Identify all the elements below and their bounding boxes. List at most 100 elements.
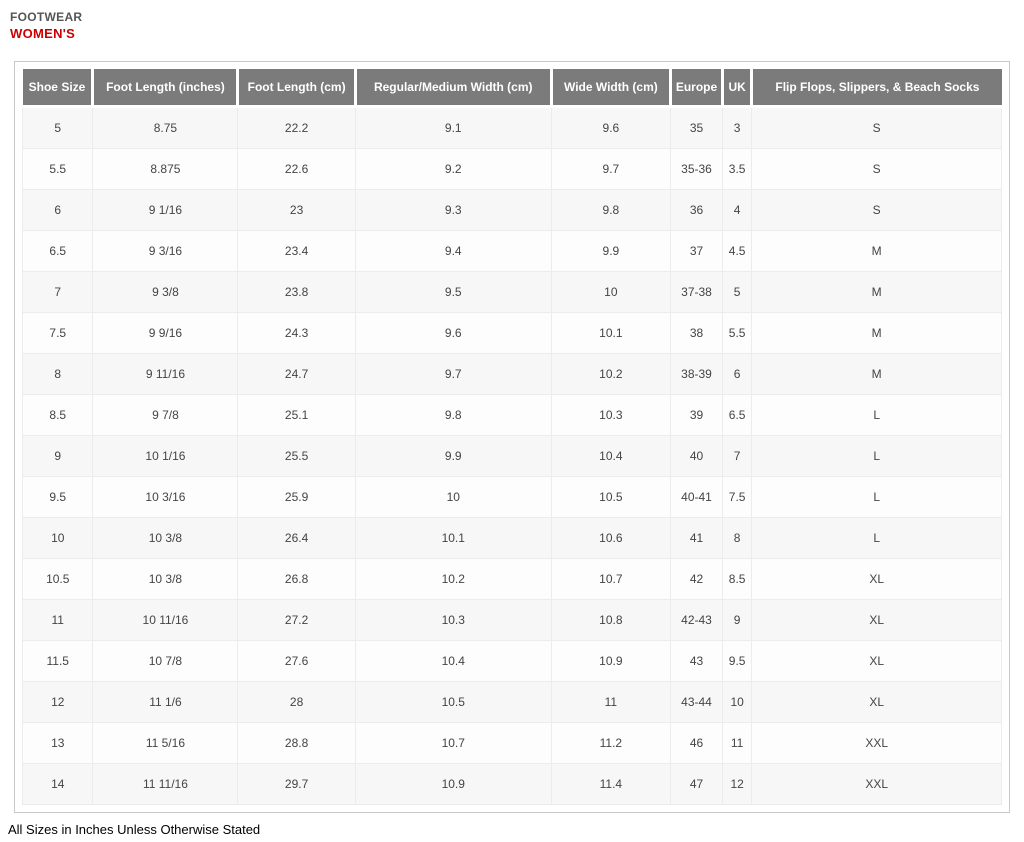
table-cell: 6.5 <box>21 230 94 272</box>
breadcrumb: FOOTWEAR WOMEN'S <box>8 10 1016 41</box>
table-cell: 8 <box>21 353 94 395</box>
table-cell: 8 <box>721 517 753 559</box>
table-row: 10.5 10 3/8 26.8 10.2 10.7 42 8.5 XL <box>21 558 1002 600</box>
table-cell: 40 <box>670 435 723 477</box>
table-row: 9 10 1/16 25.5 9.9 10.4 40 7 L <box>21 435 1002 477</box>
table-cell: 10 3/16 <box>92 476 239 518</box>
table-cell: 5 <box>721 271 753 313</box>
table-cell: 4 <box>721 189 753 231</box>
table-cell: 39 <box>670 394 723 436</box>
table-row: 7.5 9 9/16 24.3 9.6 10.1 38 5.5 M <box>21 312 1002 354</box>
table-cell: 10.8 <box>550 599 672 641</box>
table-cell: 11 1/6 <box>92 681 239 723</box>
table-cell: 40-41 <box>670 476 723 518</box>
table-cell: 9.6 <box>550 106 672 149</box>
table-cell: 23.8 <box>237 271 356 313</box>
table-cell: 42 <box>670 558 723 600</box>
table-cell: L <box>751 394 1002 436</box>
column-header: Foot Length (inches) <box>91 69 238 108</box>
womens-footwear-size-table: Shoe Size Foot Length (inches) Foot Length… <box>21 69 1002 805</box>
table-cell: 28.8 <box>237 722 356 764</box>
table-cell: 10.7 <box>550 558 672 600</box>
table-cell: 3.5 <box>721 148 753 190</box>
table-cell: 10 3/8 <box>92 558 239 600</box>
table-cell: 7 <box>721 435 753 477</box>
table-cell: 24.7 <box>237 353 356 395</box>
table-cell: 10.5 <box>550 476 672 518</box>
size-chart-panel: Shoe Size Foot Length (inches) Foot Length… <box>14 61 1010 813</box>
table-cell: 5.5 <box>721 312 753 354</box>
table-cell: M <box>751 230 1002 272</box>
table-cell: 25.9 <box>237 476 356 518</box>
table-cell: 10 <box>550 271 672 313</box>
table-cell: 4.5 <box>721 230 753 272</box>
table-cell: L <box>751 517 1002 559</box>
table-cell: 9.7 <box>550 148 672 190</box>
table-cell: 47 <box>670 763 723 805</box>
table-cell: 11 <box>21 599 94 641</box>
table-cell: L <box>751 476 1002 518</box>
table-cell: 23 <box>237 189 356 231</box>
table-cell: M <box>751 271 1002 313</box>
table-cell: 26.8 <box>237 558 356 600</box>
table-cell: 7.5 <box>21 312 94 354</box>
table-cell: 9.9 <box>550 230 672 272</box>
table-cell: 8.5 <box>721 558 753 600</box>
table-cell: 9.6 <box>354 312 552 354</box>
table-cell: 8.5 <box>21 394 94 436</box>
table-cell: 42-43 <box>670 599 723 641</box>
table-cell: 10.2 <box>550 353 672 395</box>
column-header: Europe <box>669 69 723 108</box>
table-cell: 10.4 <box>354 640 552 682</box>
table-row: 9.5 10 3/16 25.9 10 10.5 40-41 7.5 L <box>21 476 1002 518</box>
category-label: FOOTWEAR <box>10 10 83 24</box>
table-cell: 35-36 <box>670 148 723 190</box>
table-row: 6.5 9 3/16 23.4 9.4 9.9 37 4.5 M <box>21 230 1002 272</box>
table-cell: 11 11/16 <box>92 763 239 805</box>
table-cell: 37 <box>670 230 723 272</box>
table-cell: 9.9 <box>354 435 552 477</box>
table-cell: 9.1 <box>354 106 552 149</box>
table-cell: 9 3/16 <box>92 230 239 272</box>
table-cell: 11.2 <box>550 722 672 764</box>
table-cell: 9.7 <box>354 353 552 395</box>
column-header: Regular/Medium Width (cm) <box>353 69 552 108</box>
table-cell: 12 <box>721 763 753 805</box>
table-cell: XXL <box>751 722 1002 764</box>
table-cell: 10 1/16 <box>92 435 239 477</box>
column-header: Flip Flops, Slippers, & Beach Socks <box>750 69 1002 108</box>
subcategory-label: WOMEN'S <box>10 26 76 41</box>
table-cell: 11 5/16 <box>92 722 239 764</box>
table-cell: 38-39 <box>670 353 723 395</box>
table-row: 8.5 9 7/8 25.1 9.8 10.3 39 6.5 L <box>21 394 1002 436</box>
table-cell: 11 <box>721 722 753 764</box>
table-cell: 10.9 <box>550 640 672 682</box>
header-row: Shoe Size Foot Length (inches) Foot Length… <box>22 69 1002 108</box>
table-row: 11 10 11/16 27.2 10.3 10.8 42-43 9 XL <box>21 599 1002 641</box>
table-cell: 10 3/8 <box>92 517 239 559</box>
table-cell: 25.1 <box>237 394 356 436</box>
table-cell: 11.4 <box>550 763 672 805</box>
table-row: 5 8.75 22.2 9.1 9.6 35 3 S <box>21 106 1002 149</box>
table-cell: 27.2 <box>237 599 356 641</box>
table-cell: 8.75 <box>92 106 239 149</box>
size-table-body: 5 8.75 22.2 9.1 9.6 35 3 S 5.5 8.875 22.6 9.2 9.7 35-… <box>21 106 1002 805</box>
table-cell: 25.5 <box>237 435 356 477</box>
table-cell: 10.1 <box>354 517 552 559</box>
table-cell: 9.2 <box>354 148 552 190</box>
table-cell: 8.875 <box>92 148 239 190</box>
table-cell: 6 <box>21 189 94 231</box>
table-cell: 9.3 <box>354 189 552 231</box>
column-header: Wide Width (cm) <box>549 69 671 108</box>
table-cell: 10 <box>721 681 753 723</box>
table-cell: 10.1 <box>550 312 672 354</box>
table-row: 13 11 5/16 28.8 10.7 11.2 46 11 XXL <box>21 722 1002 764</box>
table-cell: 9.4 <box>354 230 552 272</box>
table-cell: L <box>751 435 1002 477</box>
table-cell: 36 <box>670 189 723 231</box>
table-cell: 9 <box>721 599 753 641</box>
table-cell: 43 <box>670 640 723 682</box>
